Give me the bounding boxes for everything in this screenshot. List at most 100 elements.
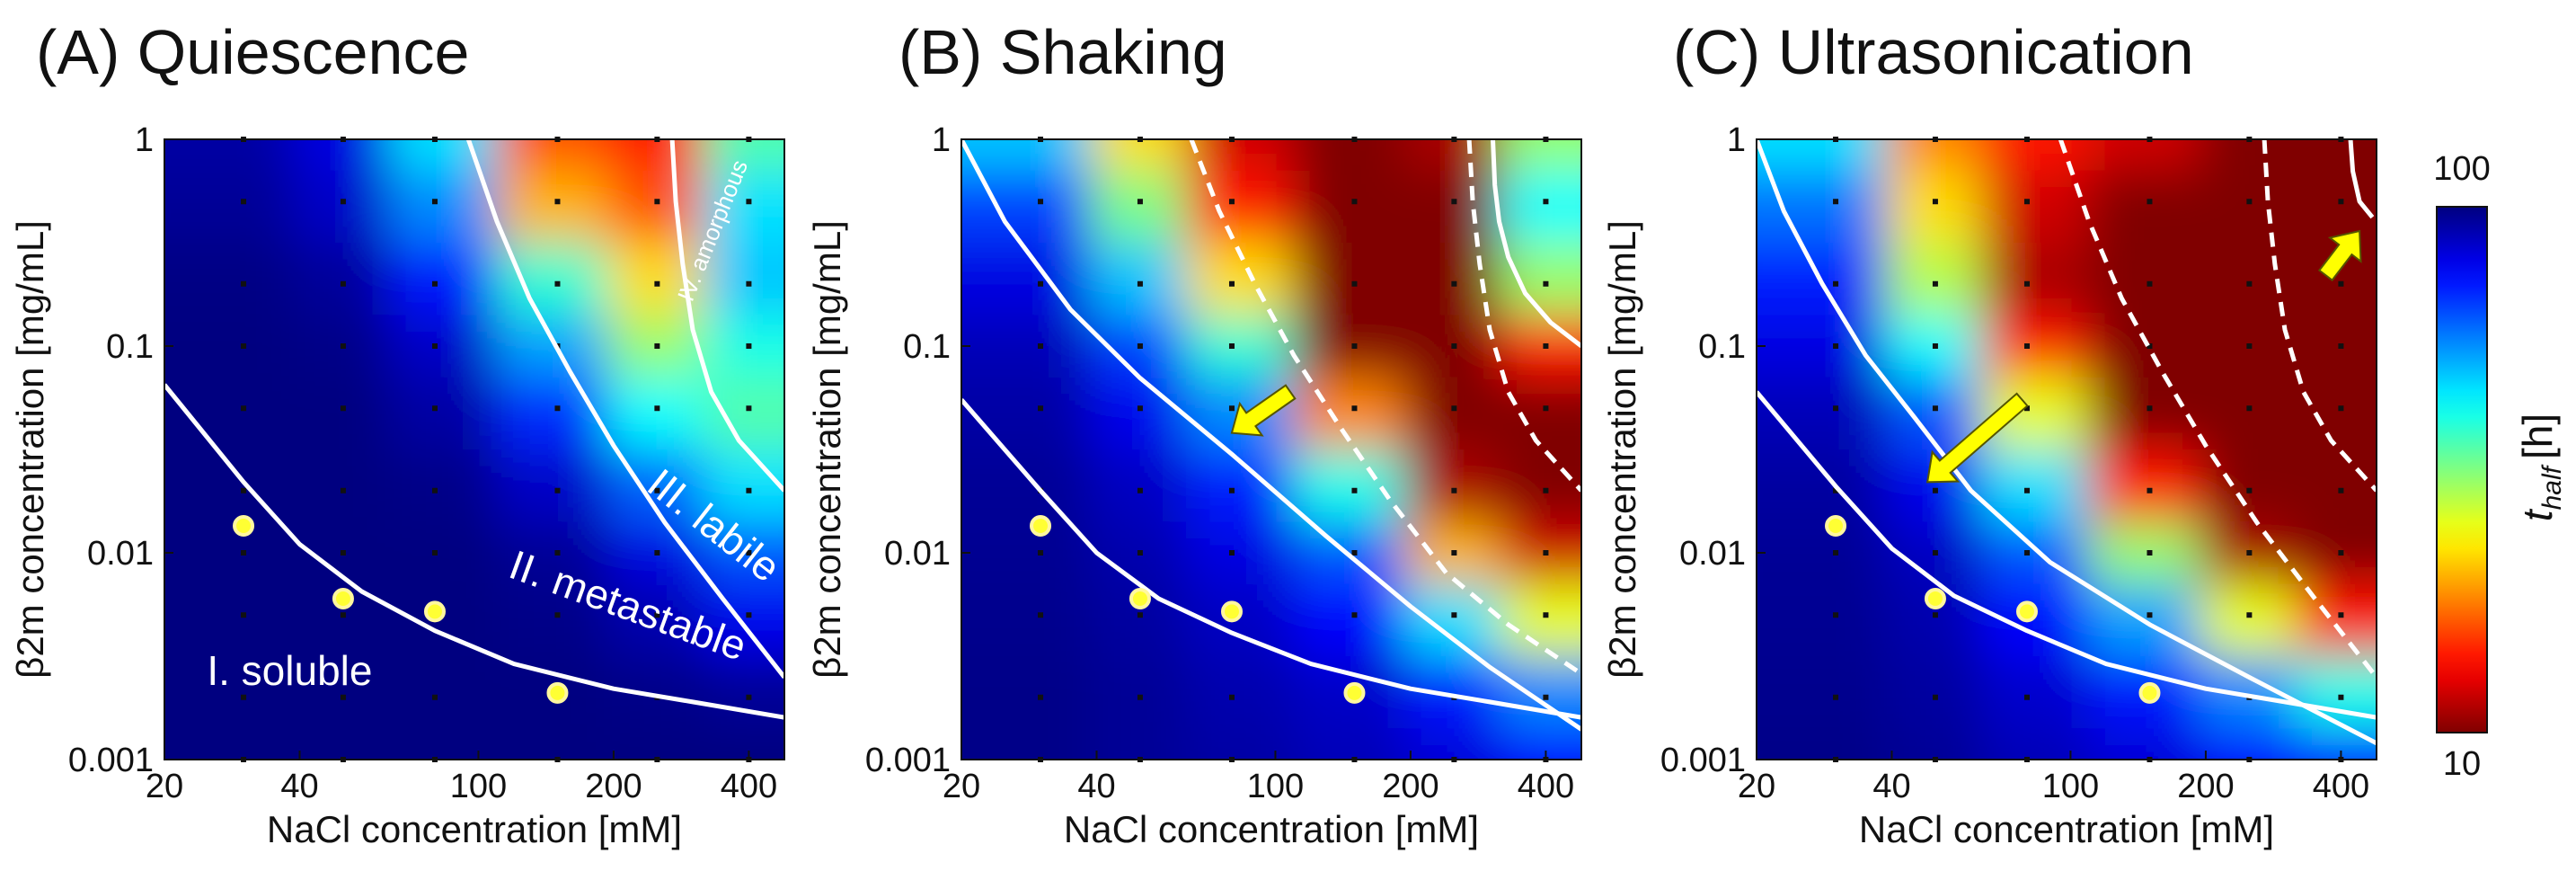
heatmap-cell [2295, 521, 2377, 584]
grid-dot [554, 487, 561, 493]
boundary-line [465, 139, 784, 680]
grid-dot [2246, 343, 2253, 349]
heatmap-cell [164, 728, 294, 760]
heatmap-cell [1980, 139, 2089, 171]
heatmap-cell [1885, 139, 1981, 171]
x-axis-label: NaCl concentration [mM] [267, 808, 682, 850]
grid-dot [241, 694, 247, 700]
heatmap-cell [496, 139, 607, 171]
heatmap-cells [961, 139, 1581, 760]
grid-dot [241, 199, 247, 205]
solubility-point [2015, 600, 2038, 623]
grid-dot [654, 487, 660, 493]
heatmap-cell [388, 315, 497, 378]
heatmap-cell [606, 170, 704, 243]
grid-dot [1228, 280, 1235, 287]
panel-b: (B) Shaking 20 40 100 200 400 0.001 0.01 0.1 1 Na… [806, 17, 1582, 850]
heatmap-cell [2295, 315, 2377, 378]
grid-dot [2338, 343, 2344, 349]
grid-dot [241, 487, 247, 493]
heatmap-cell [164, 377, 294, 449]
solubility-point [1825, 515, 1847, 538]
grid-dot [1137, 199, 1143, 205]
heatmap-cell [1090, 243, 1186, 316]
heatmap-cell [2199, 170, 2296, 243]
grid-dot [554, 199, 561, 205]
boundary-line [1491, 139, 1581, 348]
grid-dot [1543, 612, 1549, 618]
heatmap-cell [961, 656, 1091, 729]
heatmap-cell [703, 521, 784, 584]
grid-dot [1351, 343, 1358, 349]
heatmap [961, 139, 1581, 760]
grid-dot [1833, 550, 1839, 556]
colorbar-title-t: t [2514, 508, 2561, 521]
grid-dot [1038, 405, 1044, 412]
heatmap-cell [1293, 243, 1404, 316]
grid-dot [1451, 612, 1457, 618]
heatmap-cell [2199, 377, 2296, 449]
grid-dot [1543, 487, 1549, 493]
heatmap-cell [164, 315, 294, 378]
grid-dot [1137, 694, 1143, 700]
heatmap-cell [496, 243, 607, 316]
heatmap-cell [1293, 315, 1404, 378]
grid-dot [1137, 487, 1143, 493]
grid-dot [746, 487, 752, 493]
boundary-line [164, 383, 784, 720]
grid-dot [1543, 199, 1549, 205]
heatmap-cell [606, 139, 704, 171]
heatmap-cell [1185, 656, 1294, 729]
grid-dot [746, 550, 752, 556]
heatmap-cell [1403, 449, 1500, 522]
heatmap-cell [293, 656, 389, 729]
solubility-point [1924, 588, 1946, 610]
heatmap-cell [2295, 728, 2377, 760]
heatmap-cell [1757, 139, 1886, 171]
heatmap-cell [1885, 728, 1981, 760]
panel-c: (C) Ultrasonication 20 40 100 200 400 0.001 0.… [1601, 17, 2377, 850]
heatmap-cell [703, 170, 784, 243]
heatmap-cell [293, 377, 389, 449]
heatmap-cell [164, 139, 294, 171]
colorbar-max-label: 100 [2433, 150, 2490, 188]
grid-dot [2246, 550, 2253, 556]
grid-dot [654, 405, 660, 412]
heatmap-cell [388, 377, 497, 449]
grid-dot [431, 199, 438, 205]
solubility-point [546, 681, 569, 704]
grid-dot [340, 694, 346, 700]
heatmap-cell [1980, 315, 2089, 378]
grid-dot [1543, 550, 1549, 556]
boundary-line [1189, 139, 1581, 676]
heatmap-cell [293, 139, 389, 171]
grid-dot [340, 550, 346, 556]
heatmap-cell [1293, 139, 1404, 171]
grid-dot [431, 280, 438, 287]
heatmap-cell [496, 377, 607, 449]
grid-dot [2147, 405, 2153, 412]
heatmap-cell [388, 656, 497, 729]
heatmap-cell [2199, 583, 2296, 656]
grid-dot [241, 612, 247, 618]
y-tick-label: 0.1 [903, 328, 951, 366]
grid-dot [2338, 405, 2344, 412]
heatmap-cell [2088, 243, 2200, 316]
heatmap-cell [1500, 170, 1581, 243]
grid-dot [1351, 199, 1358, 205]
grid-dot [2023, 199, 2030, 205]
grid-dot [2023, 280, 2030, 287]
heatmap-cell [164, 170, 294, 243]
heatmap-cell [1185, 315, 1294, 378]
grid-dot [1932, 487, 1938, 493]
heatmap-cell [1980, 243, 2089, 316]
grid-dot [554, 550, 561, 556]
heatmap-cell [703, 377, 784, 449]
heatmap-cell [961, 139, 1091, 171]
heatmap-cell [1757, 728, 1886, 760]
solubility-point [1343, 681, 1366, 704]
heatmap-cell [388, 583, 497, 656]
grid-dot [1451, 280, 1457, 287]
heatmap-cell [164, 656, 294, 729]
